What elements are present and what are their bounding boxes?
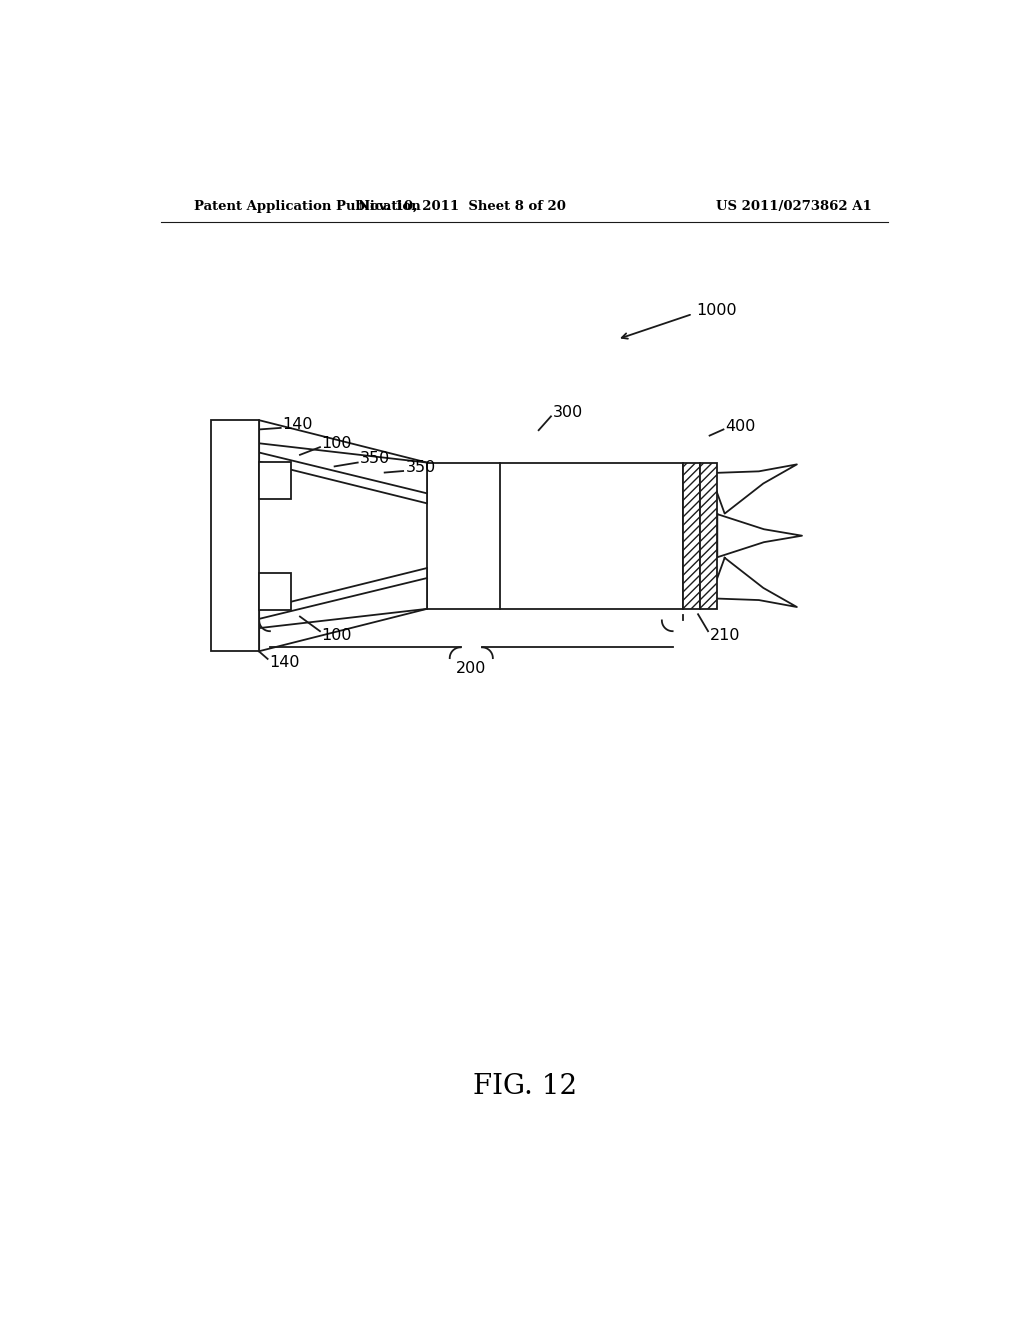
Bar [259, 462, 292, 499]
Bar [211, 420, 259, 651]
Bar [427, 462, 683, 609]
Text: FIG. 12: FIG. 12 [473, 1073, 577, 1100]
Text: 200: 200 [456, 661, 486, 676]
Text: 1000: 1000 [696, 304, 737, 318]
Text: 100: 100 [322, 436, 352, 451]
Bar [683, 462, 700, 609]
Text: 100: 100 [322, 628, 352, 643]
Text: 350: 350 [406, 461, 435, 475]
Text: 140: 140 [269, 655, 300, 671]
Text: 400: 400 [725, 418, 756, 434]
Text: Nov. 10, 2011  Sheet 8 of 20: Nov. 10, 2011 Sheet 8 of 20 [357, 199, 565, 213]
Text: 210: 210 [710, 628, 740, 643]
Polygon shape [259, 568, 427, 651]
Bar [700, 462, 717, 609]
Text: 350: 350 [360, 451, 390, 466]
Text: Patent Application Publication: Patent Application Publication [194, 199, 421, 213]
Text: 140: 140 [283, 417, 312, 432]
Bar [259, 573, 292, 610]
Text: 300: 300 [553, 405, 583, 420]
Text: US 2011/0273862 A1: US 2011/0273862 A1 [716, 199, 871, 213]
Polygon shape [259, 420, 427, 503]
